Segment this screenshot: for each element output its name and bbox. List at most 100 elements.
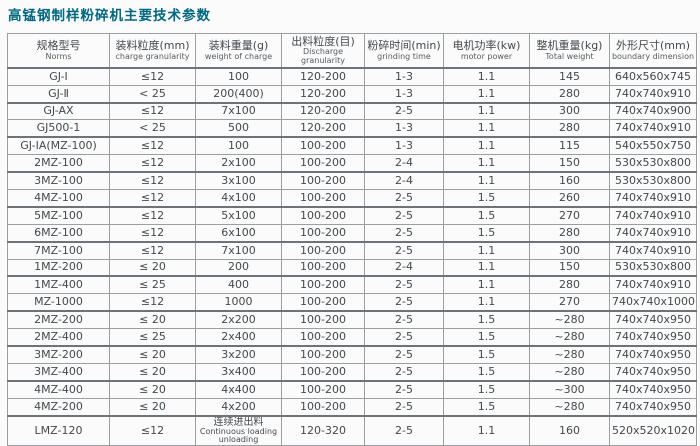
table-cell: MZ-1000: [7, 293, 110, 313]
table-row: MZ-1000 ≤12 1000 100-200 2-5 1.1 270 740x740x10…: [7, 293, 697, 313]
cell-text-en: Norms: [45, 51, 72, 61]
table-cell: 280: [529, 275, 610, 295]
table-cell: 160: [529, 171, 610, 191]
table-cell: 100-200: [281, 189, 365, 208]
table-cell: ≤ 20: [109, 380, 196, 399]
column-header: 外形尺寸(mm) boundary dimension: [609, 32, 697, 69]
header-row: 规格型号 Norms 装料粒度(mm) charge granularity 装料重量(…: [7, 32, 697, 69]
table-cell: 115: [529, 136, 610, 156]
table-cell: 1.1: [443, 119, 530, 139]
table-cell: 1.5: [443, 310, 530, 330]
cell-text-zh: 出料粒度(目): [291, 35, 355, 48]
table-cell: 2-5: [364, 189, 444, 208]
table-cell: 2-5: [364, 397, 444, 417]
table-cell: ≤12: [109, 171, 196, 191]
table-row: GJ-Ⅰ ≤12 100 120-200 1-3 1.1 145 640x560x745: [7, 67, 697, 86]
table-cell: 260: [529, 189, 610, 208]
table-cell: 2-5: [364, 206, 444, 225]
table-cell: ≤ 25: [109, 275, 196, 295]
table-cell: 740x740x910: [609, 275, 697, 295]
table-cell: 1.1: [443, 293, 530, 313]
table-cell: 3MZ-100: [7, 171, 110, 191]
table-cell: ≤12: [109, 189, 196, 208]
table-cell: 100-200: [281, 293, 365, 313]
table-row: 1MZ-200 ≤ 20 200 100-200 2-4 1.1 150 530x530x80…: [7, 258, 697, 278]
table-cell: 5x100: [195, 206, 282, 225]
table-cell: 530x530x800: [609, 154, 697, 174]
parameters-table: 规格型号 Norms 装料粒度(mm) charge granularity 装料重量(…: [7, 32, 697, 446]
table-cell: 300: [529, 102, 610, 121]
column-header: 电机功率(kw) motor power: [443, 32, 530, 69]
table-cell: 740x740x950: [609, 328, 697, 348]
table-cell: ≤12: [109, 67, 196, 86]
table-cell: 740x740x910: [609, 206, 697, 225]
table-cell: 740x740x910: [609, 189, 697, 208]
column-header: 装料重量(g) weight of charge: [195, 32, 282, 69]
table-row: 4MZ-200 ≤ 20 4x200 100-200 2-5 1.5 ~280 740x740…: [7, 397, 697, 417]
table-cell: ≤ 20: [109, 362, 196, 382]
table-cell: 7x100: [195, 241, 282, 260]
table-cell: 1.1: [443, 171, 530, 191]
table-cell: ~280: [529, 397, 610, 417]
table-cell: ≤ 20: [109, 397, 196, 417]
table-cell: 100-200: [281, 241, 365, 260]
table-cell: GJ-Ⅱ: [7, 84, 110, 104]
column-header: 出料粒度(目) Discharge granularity: [281, 32, 365, 69]
table-cell: 150: [529, 154, 610, 174]
table-cell: 2-5: [364, 293, 444, 313]
table-row: 4MZ-100 ≤12 4x100 100-200 2-5 1.5 260 740x740x9…: [7, 189, 697, 208]
table-cell: 270: [529, 293, 610, 313]
table-cell: 1.1: [443, 154, 530, 174]
column-header: 整机重量(kg) Total weight: [529, 32, 610, 69]
table-cell: 1-3: [364, 84, 444, 104]
table-cell: 200: [195, 258, 282, 278]
table-cell: 1.5: [443, 206, 530, 225]
table-cell: 2-5: [364, 415, 444, 446]
table-cell: 400: [195, 275, 282, 295]
table-cell: 120-200: [281, 119, 365, 139]
table-cell: 640x560x745: [609, 67, 697, 86]
table-cell: ~300: [529, 380, 610, 399]
table-cell: 1.1: [443, 275, 530, 295]
table-row: 1MZ-400 ≤ 25 400 100-200 2-5 1.1 280 740x740x91…: [7, 275, 697, 295]
table-cell: 740x740x900: [609, 102, 697, 121]
table-cell: 740x740x1000: [609, 293, 697, 313]
table-cell: 1MZ-400: [7, 275, 110, 295]
table-cell: ~280: [529, 310, 610, 330]
table-cell: 270: [529, 206, 610, 225]
table-row: 7MZ-100 ≤12 7x100 100-200 2-5 1.1 300 740x740x9…: [7, 241, 697, 260]
table-row: 5MZ-100 ≤12 5x100 100-200 2-5 1.5 270 740x740x9…: [7, 206, 697, 225]
cell-text-en: weight of charge: [204, 51, 273, 61]
table-cell: 3x100: [195, 171, 282, 191]
table-cell: ≤12: [109, 415, 196, 446]
table-cell: ≤12: [109, 223, 196, 243]
table-cell: 1.5: [443, 189, 530, 208]
table-cell: 6x100: [195, 223, 282, 243]
table-cell: 145: [529, 67, 610, 86]
table-cell: ≤12: [109, 241, 196, 260]
table-cell: 120-200: [281, 67, 365, 86]
table-cell: 2-5: [364, 362, 444, 382]
table-cell: 100-200: [281, 206, 365, 225]
table-cell: GJ-Ⅰ: [7, 67, 110, 86]
table-cell: 1.1: [443, 67, 530, 86]
table-cell: 100-200: [281, 258, 365, 278]
page: 高锰钢制样粉碎机主要技术参数 规格型号 Norms 装料粒度(mm) charge g…: [0, 4, 700, 446]
table-cell: 100: [195, 67, 282, 86]
cell-text-zh: 装料粒度(mm): [115, 39, 190, 53]
table-cell: 4MZ-400: [7, 380, 110, 399]
table-cell: GJ-AX: [7, 102, 110, 121]
table-row: 2MZ-400 ≤ 25 2x400 100-200 2-5 1.5 ~280 740x740…: [7, 328, 697, 348]
table-cell: ≤12: [109, 293, 196, 313]
table-cell: 280: [529, 84, 610, 104]
cell-text-en: Total weight: [545, 51, 594, 61]
table-cell: < 25: [109, 119, 196, 139]
table-row: 3MZ-200 ≤ 20 3x200 100-200 2-5 1.5 ~280 740x740…: [7, 345, 697, 364]
table-cell: 4x400: [195, 380, 282, 399]
table-row: 3MZ-100 ≤12 3x100 100-200 2-4 1.1 160 530x530x8…: [7, 171, 697, 191]
table-cell: 120-200: [281, 102, 365, 121]
table-cell: 1.1: [443, 84, 530, 104]
table-cell: 740x740x910: [609, 223, 697, 243]
cell-text-zh: 连续进出料: [213, 416, 264, 428]
table-cell: 7x100: [195, 102, 282, 121]
